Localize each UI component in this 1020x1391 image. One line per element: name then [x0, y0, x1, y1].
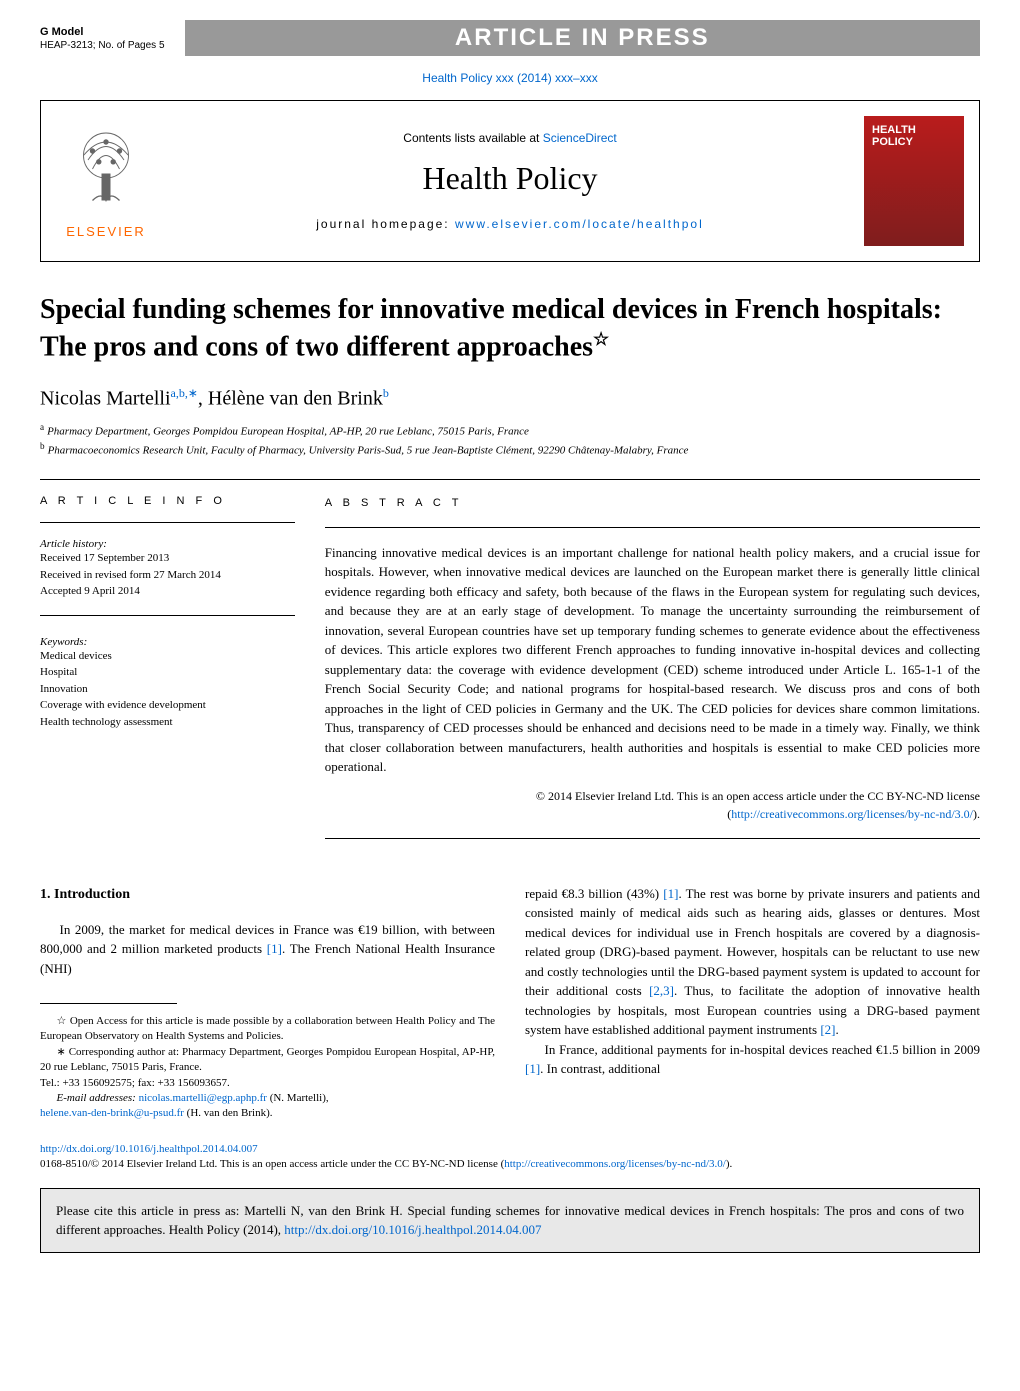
author-1: Nicolas Martelli: [40, 388, 171, 410]
history-revised: Received in revised form 27 March 2014: [40, 567, 295, 584]
elsevier-logo: ELSEVIER: [56, 124, 156, 239]
right-para-2: In France, additional payments for in-ho…: [525, 1040, 980, 1079]
footnote-tel: Tel.: +33 156092575; fax: +33 156093657.: [40, 1076, 495, 1091]
ref-1c[interactable]: [1]: [525, 1061, 540, 1076]
affiliation-a: aPharmacy Department, Georges Pompidou E…: [40, 421, 980, 440]
email-1-name: (N. Martelli),: [267, 1092, 329, 1104]
journal-name: Health Policy: [176, 160, 844, 197]
right-para-1: repaid €8.3 billion (43%) [1]. The rest …: [525, 884, 980, 1040]
keyword-5: Health technology assessment: [40, 714, 295, 731]
abstract-text: Financing innovative medical devices is …: [325, 543, 980, 777]
elsevier-text: ELSEVIER: [56, 224, 156, 239]
author-2: Hélène van den Brink: [208, 388, 383, 410]
author-sep: ,: [198, 388, 208, 410]
author-2-sup: b: [383, 386, 389, 400]
footnote-corresp: ∗ Corresponding author at: Pharmacy Depa…: [40, 1045, 495, 1076]
heap-line: HEAP-3213; No. of Pages 5: [40, 40, 165, 51]
keyword-4: Coverage with evidence development: [40, 697, 295, 714]
title-text: Special funding schemes for innovative m…: [40, 294, 942, 363]
right-para-2a: In France, additional payments for in-ho…: [545, 1042, 981, 1057]
issn-line-2: ).: [726, 1158, 732, 1170]
journal-banner: ELSEVIER Contents lists available at Sci…: [40, 100, 980, 262]
affiliations: aPharmacy Department, Georges Pompidou E…: [40, 421, 980, 459]
body-column-right: repaid €8.3 billion (43%) [1]. The rest …: [525, 884, 980, 1122]
author-1-sup: a,b,∗: [171, 386, 198, 400]
corresp-label: ∗: [57, 1046, 69, 1058]
copyright-link[interactable]: http://creativecommons.org/licenses/by-n…: [731, 807, 973, 821]
article-info-column: a r t i c l e i n f o Article history: R…: [40, 495, 295, 854]
aff-a-sup: a: [40, 422, 44, 432]
title-star: ☆: [593, 329, 609, 349]
doi-footer: http://dx.doi.org/10.1016/j.healthpol.20…: [40, 1142, 980, 1173]
abstract-label: a b s t r a c t: [325, 495, 980, 512]
aff-a-text: Pharmacy Department, Georges Pompidou Eu…: [47, 425, 529, 437]
cite-link[interactable]: http://dx.doi.org/10.1016/j.healthpol.20…: [284, 1222, 541, 1237]
sciencedirect-link[interactable]: ScienceDirect: [543, 131, 617, 145]
footnote-emails: E-mail addresses: nicolas.martelli@egp.a…: [40, 1091, 495, 1122]
cite-box: Please cite this article in press as: Ma…: [40, 1188, 980, 1253]
contents-line: Contents lists available at ScienceDirec…: [176, 131, 844, 145]
email-2[interactable]: helene.van-den-brink@u-psud.fr: [40, 1107, 184, 1119]
homepage-link[interactable]: www.elsevier.com/locate/healthpol: [455, 217, 704, 231]
keyword-3: Innovation: [40, 681, 295, 698]
right-para-2b: . In contrast, additional: [540, 1061, 660, 1076]
article-title: Special funding schemes for innovative m…: [40, 292, 980, 366]
contents-prefix: Contents lists available at: [403, 131, 542, 145]
history-received: Received 17 September 2013: [40, 550, 295, 567]
doi-header: Health Policy xxx (2014) xxx–xxx: [40, 71, 980, 85]
email-2-name: (H. van den Brink).: [184, 1107, 273, 1119]
abstract-column: a b s t r a c t Financing innovative med…: [325, 495, 980, 854]
email-label: E-mail addresses:: [57, 1092, 139, 1104]
footnote-star: ☆ Open Access for this article is made p…: [40, 1014, 495, 1045]
intro-heading: 1. Introduction: [40, 884, 495, 905]
history-label: Article history:: [40, 538, 295, 550]
homepage-prefix: journal homepage:: [316, 217, 455, 231]
article-in-press-banner: ARTICLE IN PRESS: [185, 20, 980, 56]
email-1[interactable]: nicolas.martelli@egp.aphp.fr: [139, 1092, 267, 1104]
keyword-1: Medical devices: [40, 648, 295, 665]
history-accepted: Accepted 9 April 2014: [40, 583, 295, 600]
ref-1[interactable]: [1]: [267, 941, 282, 956]
ref-23[interactable]: [2,3]: [649, 983, 674, 998]
ref-2[interactable]: [2]: [820, 1022, 835, 1037]
article-info-label: a r t i c l e i n f o: [40, 495, 295, 507]
footnotes: ☆ Open Access for this article is made p…: [40, 1014, 495, 1122]
copyright-line: © 2014 Elsevier Ireland Ltd. This is an …: [325, 787, 980, 823]
right-part-1: repaid €8.3 billion (43%): [525, 886, 663, 901]
ref-1b[interactable]: [1]: [663, 886, 678, 901]
gmodel-label: G Model: [40, 26, 165, 38]
doi-footer-link[interactable]: http://dx.doi.org/10.1016/j.healthpol.20…: [40, 1143, 258, 1155]
aff-b-text: Pharmacoeconomics Research Unit, Faculty…: [48, 445, 689, 457]
journal-homepage: journal homepage: www.elsevier.com/locat…: [176, 217, 844, 231]
keyword-2: Hospital: [40, 664, 295, 681]
keywords-label: Keywords:: [40, 636, 295, 648]
aff-b-sup: b: [40, 441, 45, 451]
intro-para-1: In 2009, the market for medical devices …: [40, 920, 495, 979]
right-part-4: .: [836, 1022, 839, 1037]
elsevier-tree-icon: [61, 124, 151, 214]
issn-link[interactable]: http://creativecommons.org/licenses/by-n…: [504, 1158, 726, 1170]
copyright-text: © 2014 Elsevier Ireland Ltd. This is an …: [536, 789, 980, 803]
corresp-text: Corresponding author at: Pharmacy Depart…: [40, 1046, 495, 1073]
authors: Nicolas Martellia,b,∗, Hélène van den Br…: [40, 386, 980, 411]
affiliation-b: bPharmacoeconomics Research Unit, Facult…: [40, 440, 980, 459]
copyright-link-close: ).: [973, 807, 980, 821]
right-part-2: . The rest was borne by private insurers…: [525, 886, 980, 999]
body-column-left: 1. Introduction In 2009, the market for …: [40, 884, 495, 1122]
journal-cover: HEALTH POLICY: [864, 116, 964, 246]
issn-line-1: 0168-8510/© 2014 Elsevier Ireland Ltd. T…: [40, 1158, 504, 1170]
